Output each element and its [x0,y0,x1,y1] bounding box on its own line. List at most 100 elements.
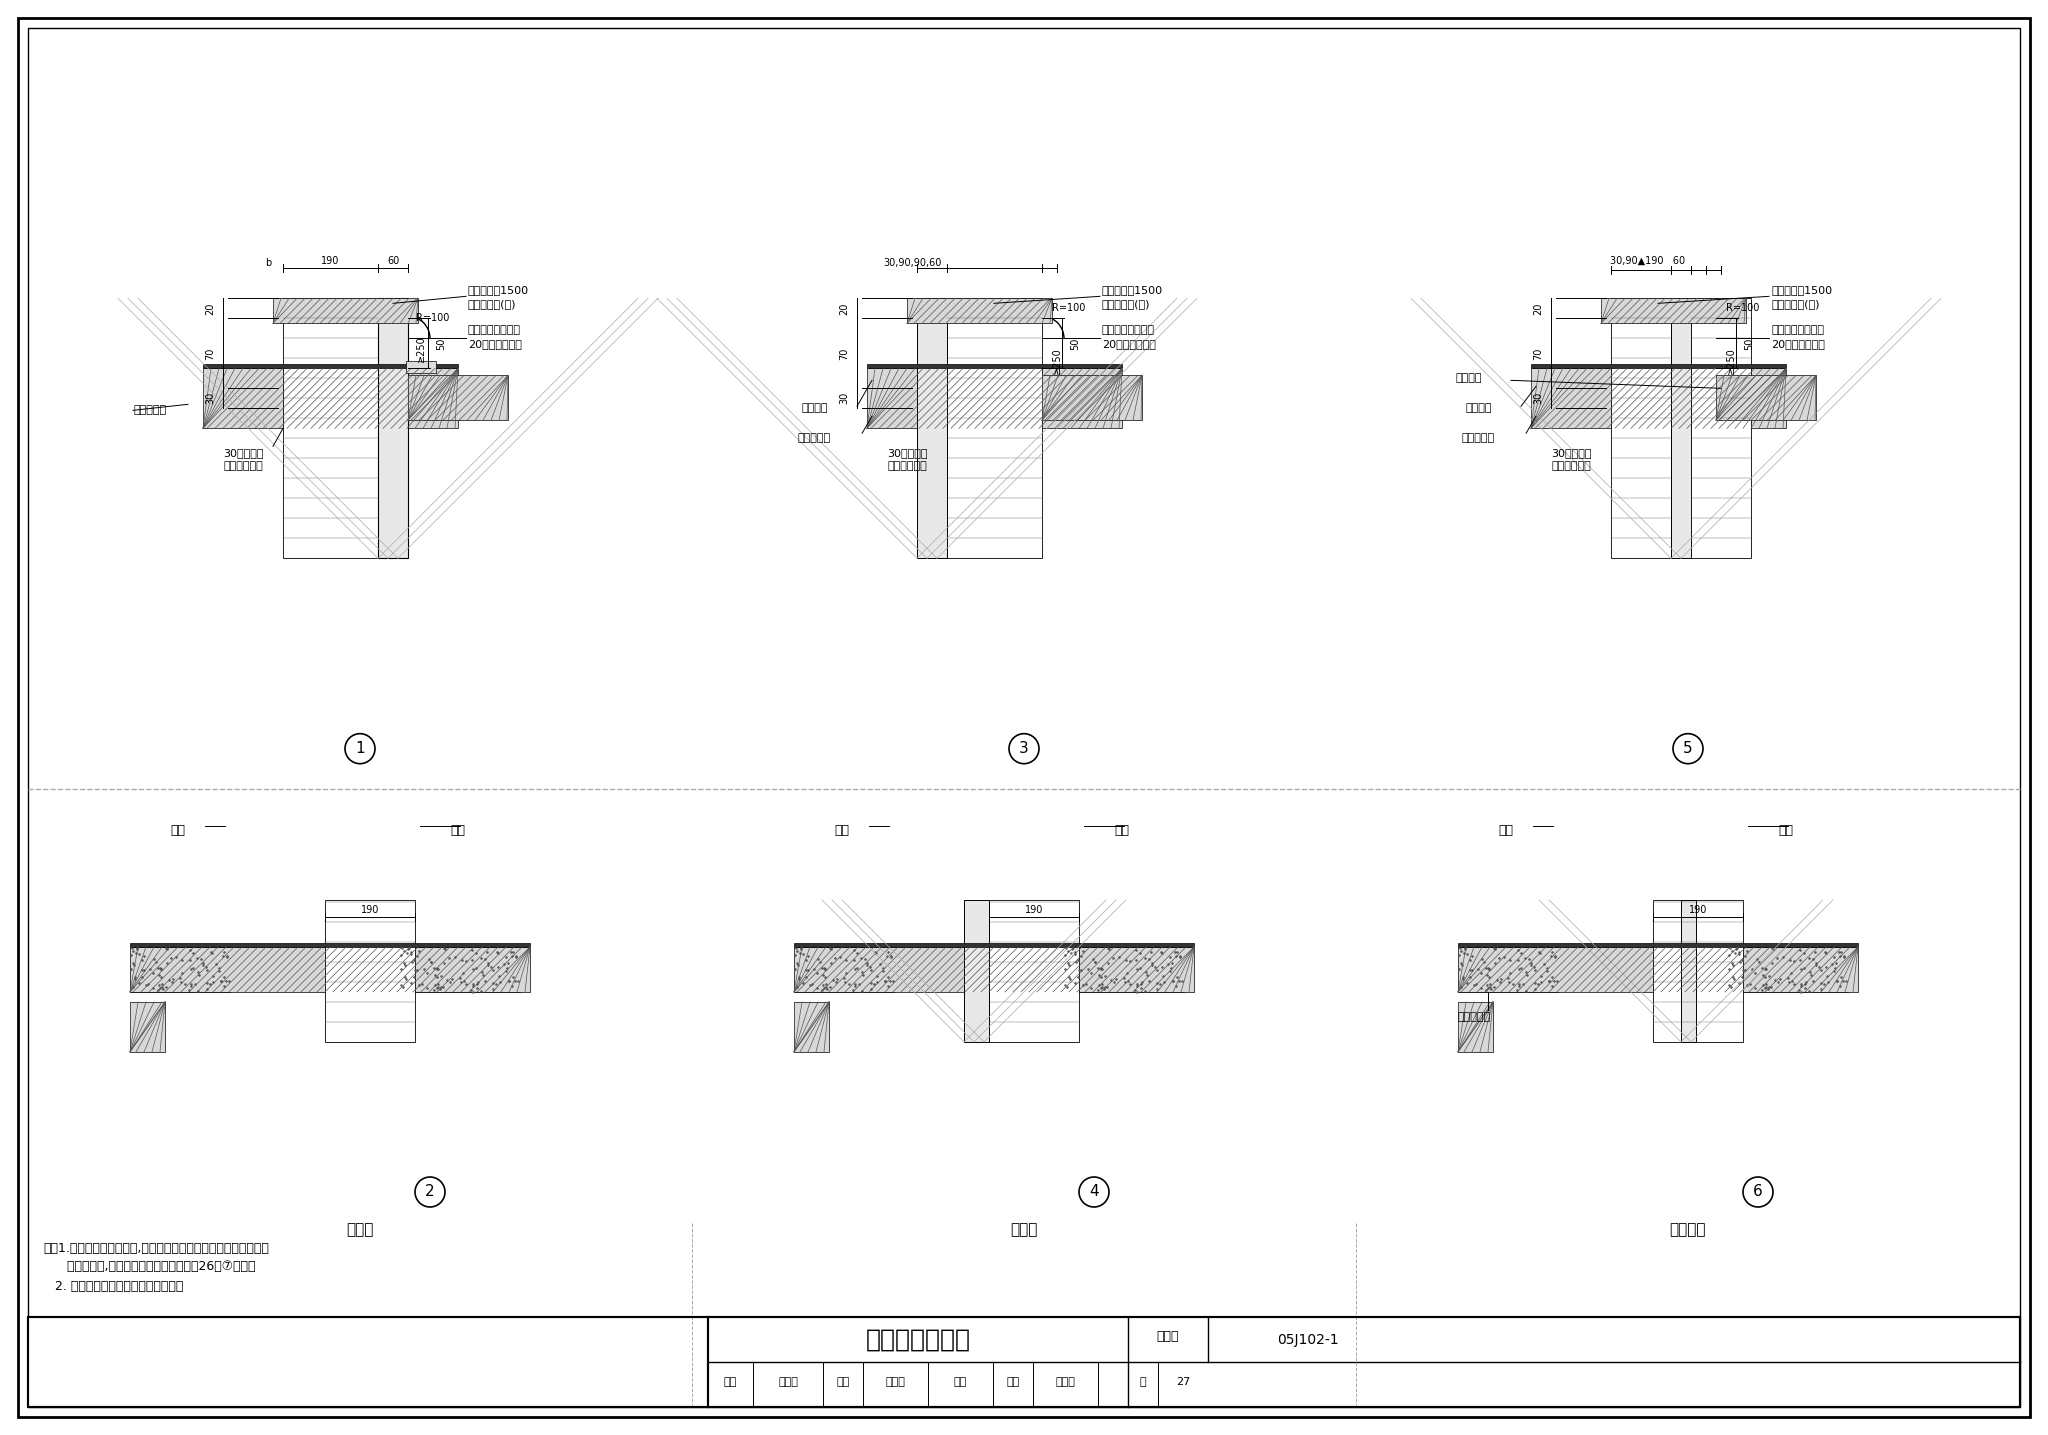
Text: 190: 190 [1024,905,1042,916]
Text: 水泥钉间隔1500: 水泥钉间隔1500 [469,286,528,296]
Text: 楼面: 楼面 [1778,824,1792,837]
Circle shape [416,1177,444,1207]
Bar [406,362,436,373]
Bar [29,1317,2019,1406]
Text: 30: 30 [840,392,850,405]
Bar [907,298,1053,323]
Text: 内保温: 内保温 [1010,1223,1038,1237]
Text: 5: 5 [1683,742,1694,756]
Bar [1681,900,1696,1042]
Text: 阳台: 阳台 [170,824,184,837]
Text: 60: 60 [387,257,399,267]
Text: 30: 30 [1534,392,1542,405]
Text: 外做密封膏(胶): 外做密封膏(胶) [469,300,516,310]
Bar [1716,376,1817,420]
Text: 涂膜防水: 涂膜防水 [1466,403,1493,413]
Text: R=100: R=100 [1726,303,1759,313]
Text: ≥250: ≥250 [416,334,426,362]
Bar [1065,947,1184,992]
Bar [408,376,508,420]
Text: 的外侧保温,严寒地区女儿墙按本图集第26页⑦节点。: 的外侧保温,严寒地区女儿墙按本图集第26页⑦节点。 [43,1260,256,1273]
Text: 图集号: 图集号 [1157,1330,1180,1343]
Text: 按工程设计: 按工程设计 [1460,433,1495,443]
Bar [1671,298,1692,558]
Bar [989,900,1079,1042]
Bar [1042,376,1143,420]
Bar [129,947,530,992]
Circle shape [1079,1177,1110,1207]
Bar [129,1002,166,1052]
Bar [379,298,408,558]
Bar [918,298,946,558]
Bar [795,943,1194,947]
Text: 高明: 高明 [954,1378,967,1388]
Bar [326,900,416,1042]
Text: 30厚软质聚: 30厚软质聚 [223,448,264,458]
Text: 用聚合物砂浆粘贴: 用聚合物砂浆粘贴 [1102,326,1155,336]
Text: 用聚合物砂浆粘贴: 用聚合物砂浆粘贴 [1772,326,1825,336]
Text: 05J102-1: 05J102-1 [1278,1333,1339,1347]
Text: 涂膜防水: 涂膜防水 [803,403,829,413]
Text: 楼面: 楼面 [451,824,465,837]
Bar [1532,369,1786,428]
Circle shape [1673,733,1704,763]
Text: 乙烯泡沫塑料: 乙烯泡沫塑料 [223,461,262,471]
Bar [866,364,1122,369]
Text: 夹心保温: 夹心保温 [1669,1223,1706,1237]
Text: 50: 50 [1745,337,1753,350]
Text: 20厚挤塑聚苯板: 20厚挤塑聚苯板 [469,339,522,349]
Text: 20: 20 [205,303,215,314]
Text: 水泥钉间隔1500: 水泥钉间隔1500 [1102,286,1163,296]
Text: 于本叶: 于本叶 [778,1378,799,1388]
Bar [1532,364,1786,369]
Text: 楼面: 楼面 [1114,824,1128,837]
Text: ≥250: ≥250 [1053,347,1063,373]
Bar [203,369,459,428]
Text: 190: 190 [360,905,379,916]
Bar [1458,943,1858,947]
Bar [1458,1002,1493,1052]
Bar [129,943,530,947]
Bar [203,364,459,369]
Bar [965,900,989,1042]
Bar [1653,900,1743,1042]
Text: 20厚挤塑聚苯板: 20厚挤塑聚苯板 [1772,339,1825,349]
Bar [1612,298,1671,558]
Text: 注：1.本图适用于敞开阳台,封闭阳台时按本地区节能要求加强阳台: 注：1.本图适用于敞开阳台,封闭阳台时按本地区节能要求加强阳台 [43,1243,268,1256]
Text: 70: 70 [1534,347,1542,360]
Text: 30,90,90,60: 30,90,90,60 [883,258,942,268]
Text: 30,90▲190   60: 30,90▲190 60 [1610,255,1686,265]
Text: 27: 27 [1176,1378,1190,1388]
Bar [399,947,520,992]
Bar [29,1317,2019,1406]
Text: 70: 70 [205,347,215,360]
Text: 3: 3 [1020,742,1028,756]
Text: 50: 50 [1069,337,1079,350]
Bar [283,298,379,558]
Text: 外做密封膏(胶): 外做密封膏(胶) [1772,300,1819,310]
Text: 按工程设计: 按工程设计 [797,433,829,443]
Circle shape [344,733,375,763]
Text: 2. 雨篷采用涂膜防水或按工程设计。: 2. 雨篷采用涂膜防水或按工程设计。 [43,1280,184,1293]
Text: 乙烯泡沫塑料: 乙烯泡沫塑料 [887,461,928,471]
Bar [1458,947,1858,992]
Text: 2: 2 [426,1184,434,1200]
Text: 190: 190 [1690,905,1708,916]
Text: 1: 1 [354,742,365,756]
Text: 赵士昌: 赵士昌 [1055,1378,1075,1388]
Text: 20: 20 [1534,303,1542,314]
Text: 30厚软质聚: 30厚软质聚 [1550,448,1591,458]
Text: 阳台: 阳台 [1497,824,1513,837]
Text: 外做密封膏(胶): 外做密封膏(胶) [1102,300,1151,310]
Text: 20: 20 [840,303,850,314]
Text: 校对: 校对 [836,1378,850,1388]
Text: 20厚挤塑聚苯板: 20厚挤塑聚苯板 [1102,339,1155,349]
Text: R=100: R=100 [416,313,449,323]
Bar [129,947,229,992]
Text: 外保温: 外保温 [346,1223,373,1237]
Text: 6: 6 [1753,1184,1763,1200]
Text: 设计: 设计 [1006,1378,1020,1388]
Text: 4: 4 [1090,1184,1100,1200]
Text: ≥250: ≥250 [1726,347,1737,373]
Text: 190: 190 [322,257,340,267]
